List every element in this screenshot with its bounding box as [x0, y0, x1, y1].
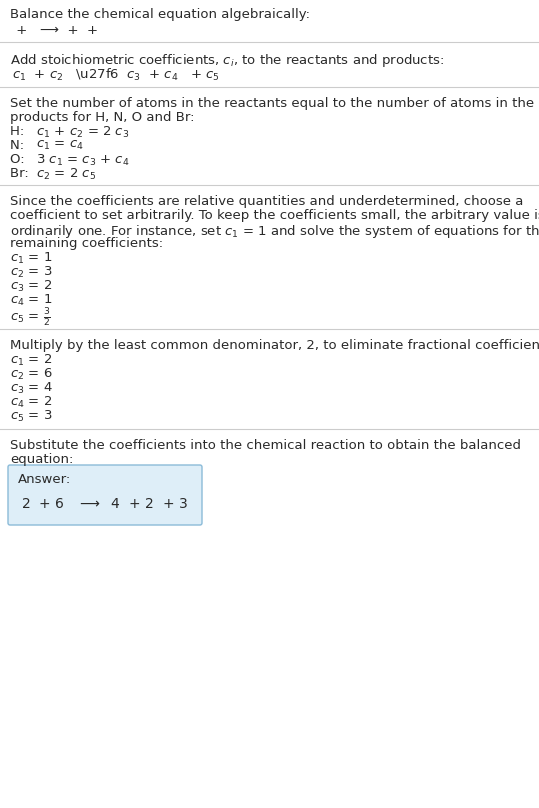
Text: $c_1$ = 1: $c_1$ = 1: [10, 251, 52, 266]
Text: H:: H:: [10, 125, 29, 138]
Text: Add stoichiometric coefficients, $c_i$, to the reactants and products:: Add stoichiometric coefficients, $c_i$, …: [10, 52, 444, 69]
Text: $c_1$ = 2: $c_1$ = 2: [10, 353, 52, 368]
Text: ordinarily one. For instance, set $c_1$ = 1 and solve the system of equations fo: ordinarily one. For instance, set $c_1$ …: [10, 223, 539, 240]
Text: products for H, N, O and Br:: products for H, N, O and Br:: [10, 111, 195, 124]
Text: coefficient to set arbitrarily. To keep the coefficients small, the arbitrary va: coefficient to set arbitrarily. To keep …: [10, 209, 539, 222]
Text: 3 $c_1$ = $c_3$ + $c_4$: 3 $c_1$ = $c_3$ + $c_4$: [32, 153, 129, 168]
Text: $c_1$ + $c_2$ = 2 $c_3$: $c_1$ + $c_2$ = 2 $c_3$: [32, 125, 129, 140]
Text: +   ⟶  +  +: + ⟶ + +: [12, 24, 102, 37]
Text: $c_4$ = 1: $c_4$ = 1: [10, 293, 52, 308]
Text: $c_5$ = $\frac{3}{2}$: $c_5$ = $\frac{3}{2}$: [10, 307, 51, 329]
Text: Balance the chemical equation algebraically:: Balance the chemical equation algebraica…: [10, 8, 310, 21]
Text: Br:: Br:: [10, 167, 33, 180]
Text: 2  + 6   $\longrightarrow$  4  + 2  + 3: 2 + 6 $\longrightarrow$ 4 + 2 + 3: [21, 497, 189, 511]
Text: Substitute the coefficients into the chemical reaction to obtain the balanced: Substitute the coefficients into the che…: [10, 439, 521, 452]
Text: $c_3$ = 2: $c_3$ = 2: [10, 279, 52, 294]
Text: Since the coefficients are relative quantities and underdetermined, choose a: Since the coefficients are relative quan…: [10, 195, 523, 208]
Text: Multiply by the least common denominator, 2, to eliminate fractional coefficient: Multiply by the least common denominator…: [10, 339, 539, 352]
Text: Answer:: Answer:: [18, 473, 71, 486]
Text: $c_3$ = 4: $c_3$ = 4: [10, 381, 53, 396]
Text: Set the number of atoms in the reactants equal to the number of atoms in the: Set the number of atoms in the reactants…: [10, 97, 534, 110]
Text: $c_4$ = 2: $c_4$ = 2: [10, 395, 52, 410]
Text: $c_5$ = 3: $c_5$ = 3: [10, 409, 52, 424]
Text: $c_1$  + $c_2$   \u27f6  $c_3$  + $c_4$   + $c_5$: $c_1$ + $c_2$ \u27f6 $c_3$ + $c_4$ + $c_…: [12, 67, 220, 83]
Text: $c_2$ = 6: $c_2$ = 6: [10, 367, 53, 382]
Text: remaining coefficients:: remaining coefficients:: [10, 237, 163, 250]
Text: $c_1$ = $c_4$: $c_1$ = $c_4$: [32, 139, 84, 152]
FancyBboxPatch shape: [8, 465, 202, 525]
Text: $c_2$ = 2 $c_5$: $c_2$ = 2 $c_5$: [32, 167, 96, 182]
Text: $c_2$ = 3: $c_2$ = 3: [10, 265, 52, 280]
Text: O:: O:: [10, 153, 29, 166]
Text: N:: N:: [10, 139, 29, 152]
Text: equation:: equation:: [10, 453, 73, 466]
